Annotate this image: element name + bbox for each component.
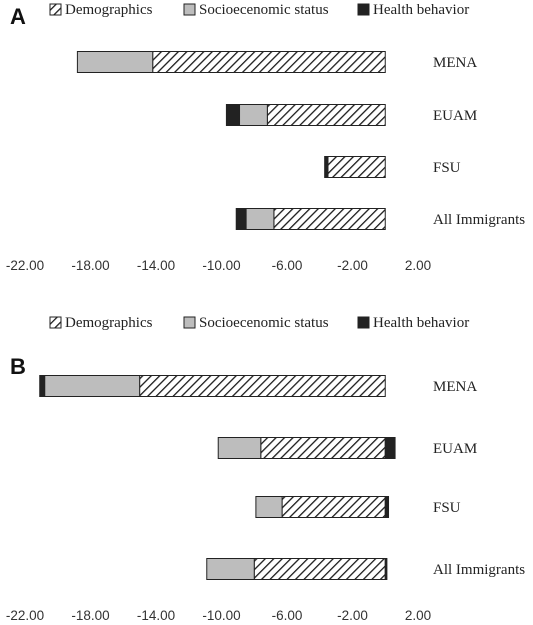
bar-segment-socioecenomic-status <box>44 375 141 397</box>
category-label: All Immigrants <box>433 562 525 578</box>
legend-label: Socioecenomic status <box>199 315 329 331</box>
x-tick-label: -6.00 <box>272 608 303 623</box>
chart-panel-b: B Demographics Socioecenomic status Health … <box>6 315 525 623</box>
legend-label: Demographics <box>65 315 153 331</box>
x-axis-ticks: -22.00 -18.00 -14.00 -10.00 -6.00 -2.00 2.00 <box>6 258 431 273</box>
legend-swatch <box>183 316 196 329</box>
bar-segment-demographics <box>281 496 386 518</box>
x-tick-label: 2.00 <box>405 608 431 623</box>
bar-row: MENA <box>39 375 477 397</box>
bar-segment-health-behavior <box>235 208 247 230</box>
x-tick-label: -22.00 <box>6 258 44 273</box>
bar-segment-socioecenomic-status <box>245 208 275 230</box>
bar-row: EUAM <box>217 437 477 459</box>
bar-row: All Immigrants <box>206 558 525 580</box>
bar-row: FSU <box>324 156 461 178</box>
x-tick-label: -14.00 <box>137 608 175 623</box>
x-tick-label: -6.00 <box>272 258 303 273</box>
legend-item: Health behavior <box>357 2 469 18</box>
x-tick-label: -10.00 <box>202 608 240 623</box>
bar-segment-socioecenomic-status <box>255 496 283 518</box>
legend-swatch <box>357 3 370 16</box>
bar-segment-demographics <box>327 156 386 178</box>
bar-segment-demographics <box>253 558 386 580</box>
legend-item: Demographics <box>49 315 153 331</box>
bar-segment-health-behavior <box>384 558 388 580</box>
bar-segment-health-behavior <box>384 437 396 459</box>
category-label: MENA <box>433 379 477 395</box>
bar-segment-socioecenomic-status <box>217 437 262 459</box>
bar-row: All Immigrants <box>235 208 525 230</box>
legend-item: Socioecenomic status <box>183 315 329 331</box>
bar-segment-socioecenomic-status <box>76 51 154 73</box>
x-tick-label: -2.00 <box>337 258 368 273</box>
x-tick-label: -18.00 <box>71 258 109 273</box>
legend-swatch <box>183 3 196 16</box>
legend-swatch <box>357 316 370 329</box>
bar-segment-demographics <box>139 375 386 397</box>
category-label: EUAM <box>433 441 477 457</box>
x-tick-label: -14.00 <box>137 258 175 273</box>
legend-label: Health behavior <box>373 315 469 331</box>
x-tick-label: -2.00 <box>337 608 368 623</box>
legend-item: Demographics <box>49 2 153 18</box>
bar-row: FSU <box>255 496 461 518</box>
chart-panel-a: A Demographics Socioecenomic status Health … <box>6 2 525 273</box>
legend-item: Health behavior <box>357 315 469 331</box>
bar-row: MENA <box>76 51 477 73</box>
x-axis-ticks: -22.00 -18.00 -14.00 -10.00 -6.00 -2.00 2.00 <box>6 608 431 623</box>
category-label: All Immigrants <box>433 212 525 228</box>
bar-segment-health-behavior <box>384 496 390 518</box>
legend: Demographics Socioecenomic status Health b… <box>49 315 469 331</box>
bar-segment-demographics <box>266 104 386 126</box>
bar-segment-demographics <box>260 437 386 459</box>
legend-swatch <box>49 316 62 329</box>
legend-swatch <box>49 3 62 16</box>
panel-label: B <box>10 354 26 379</box>
legend: Demographics Socioecenomic status Health b… <box>49 2 469 18</box>
bar-segment-health-behavior <box>225 104 241 126</box>
x-tick-label: -10.00 <box>202 258 240 273</box>
category-label: EUAM <box>433 108 477 124</box>
legend-item: Socioecenomic status <box>183 2 329 18</box>
x-tick-label: -18.00 <box>71 608 109 623</box>
x-tick-label: -22.00 <box>6 608 44 623</box>
legend-label: Demographics <box>65 2 153 18</box>
category-label: FSU <box>433 500 461 516</box>
category-label: FSU <box>433 160 461 176</box>
bar-segment-demographics <box>273 208 386 230</box>
legend-label: Health behavior <box>373 2 469 18</box>
bar-segment-socioecenomic-status <box>206 558 255 580</box>
bar-segment-health-behavior <box>324 156 329 178</box>
x-tick-label: 2.00 <box>405 258 431 273</box>
bar-segment-health-behavior <box>39 375 46 397</box>
panel-label: A <box>10 4 26 29</box>
category-label: MENA <box>433 55 477 71</box>
bar-segment-demographics <box>152 51 386 73</box>
bar-row: EUAM <box>225 104 477 126</box>
legend-label: Socioecenomic status <box>199 2 329 18</box>
bar-segment-socioecenomic-status <box>239 104 268 126</box>
